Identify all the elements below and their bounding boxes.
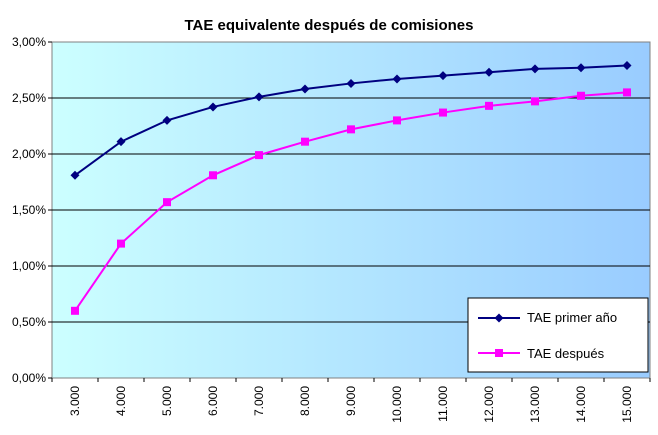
x-tick-label: 3.000	[68, 386, 82, 416]
data-point-tae-despues	[623, 88, 631, 97]
y-tick-label: 2,00%	[12, 147, 46, 161]
data-point-tae-despues	[531, 97, 539, 106]
data-point-tae-primer-ano	[438, 71, 448, 81]
data-point-tae-despues	[393, 116, 401, 125]
data-point-tae-despues	[577, 91, 585, 100]
data-point-tae-despues	[301, 137, 309, 146]
series-group	[70, 61, 632, 315]
legend-label-tae-despues: TAE después	[527, 346, 605, 361]
x-tick-label: 12.000	[482, 386, 496, 423]
data-point-tae-primer-ano	[254, 92, 264, 102]
x-tick-label: 14.000	[574, 386, 588, 423]
x-tick-label: 6.000	[206, 386, 220, 416]
y-tick-label: 1,50%	[12, 203, 46, 217]
data-point-tae-primer-ano	[300, 84, 310, 94]
x-tick-label: 4.000	[114, 386, 128, 416]
data-point-tae-despues	[117, 239, 125, 248]
data-point-tae-primer-ano	[530, 64, 540, 74]
data-point-tae-despues	[255, 151, 263, 160]
legend-marker-tae-despues	[495, 349, 503, 357]
chart-title: TAE equivalente después de comisiones	[185, 17, 474, 34]
data-point-tae-despues	[163, 198, 171, 207]
data-point-tae-primer-ano	[70, 170, 80, 180]
legend: TAE primer año TAE después	[467, 297, 649, 373]
x-tick-label: 9.000	[344, 386, 358, 416]
y-tick-label: 1,00%	[12, 259, 46, 273]
x-axis: 3.000 4.000 5.000 6.000 7.000 8.000 9.000 10.00…	[51, 378, 651, 423]
data-point-tae-despues	[439, 108, 447, 117]
data-point-tae-despues	[347, 125, 355, 134]
y-axis: 0,00% 0,50% 1,00% 1,50% 2,00% 2,50% 3,00%	[12, 35, 52, 385]
x-tick-label: 5.000	[160, 386, 174, 416]
x-tick-label: 15.000	[620, 386, 634, 423]
data-point-tae-primer-ano	[576, 63, 586, 73]
data-point-tae-primer-ano	[622, 61, 632, 71]
data-point-tae-primer-ano	[162, 115, 172, 125]
x-tick-label: 13.000	[528, 386, 542, 423]
legend-label-tae-primer-ano: TAE primer año	[527, 310, 617, 325]
x-tick-label: 7.000	[252, 386, 266, 416]
y-tick-label: 0,50%	[12, 315, 46, 329]
y-tick-label: 3,00%	[12, 35, 46, 49]
y-tick-label: 2,50%	[12, 91, 46, 105]
x-tick-label: 10.000	[390, 386, 404, 423]
data-point-tae-despues	[71, 306, 79, 315]
data-point-tae-primer-ano	[208, 102, 218, 112]
y-tick-label: 0,00%	[12, 371, 46, 385]
data-point-tae-despues	[209, 171, 217, 180]
data-point-tae-primer-ano	[116, 137, 126, 147]
legend-marker-tae-primer-ano	[494, 313, 504, 323]
data-point-tae-primer-ano	[484, 67, 494, 77]
x-tick-label: 11.000	[436, 386, 450, 422]
data-point-tae-despues	[485, 101, 493, 110]
legend-box	[467, 297, 649, 373]
x-tick-label: 8.000	[298, 386, 312, 416]
data-point-tae-primer-ano	[392, 74, 402, 84]
data-point-tae-primer-ano	[346, 78, 356, 88]
